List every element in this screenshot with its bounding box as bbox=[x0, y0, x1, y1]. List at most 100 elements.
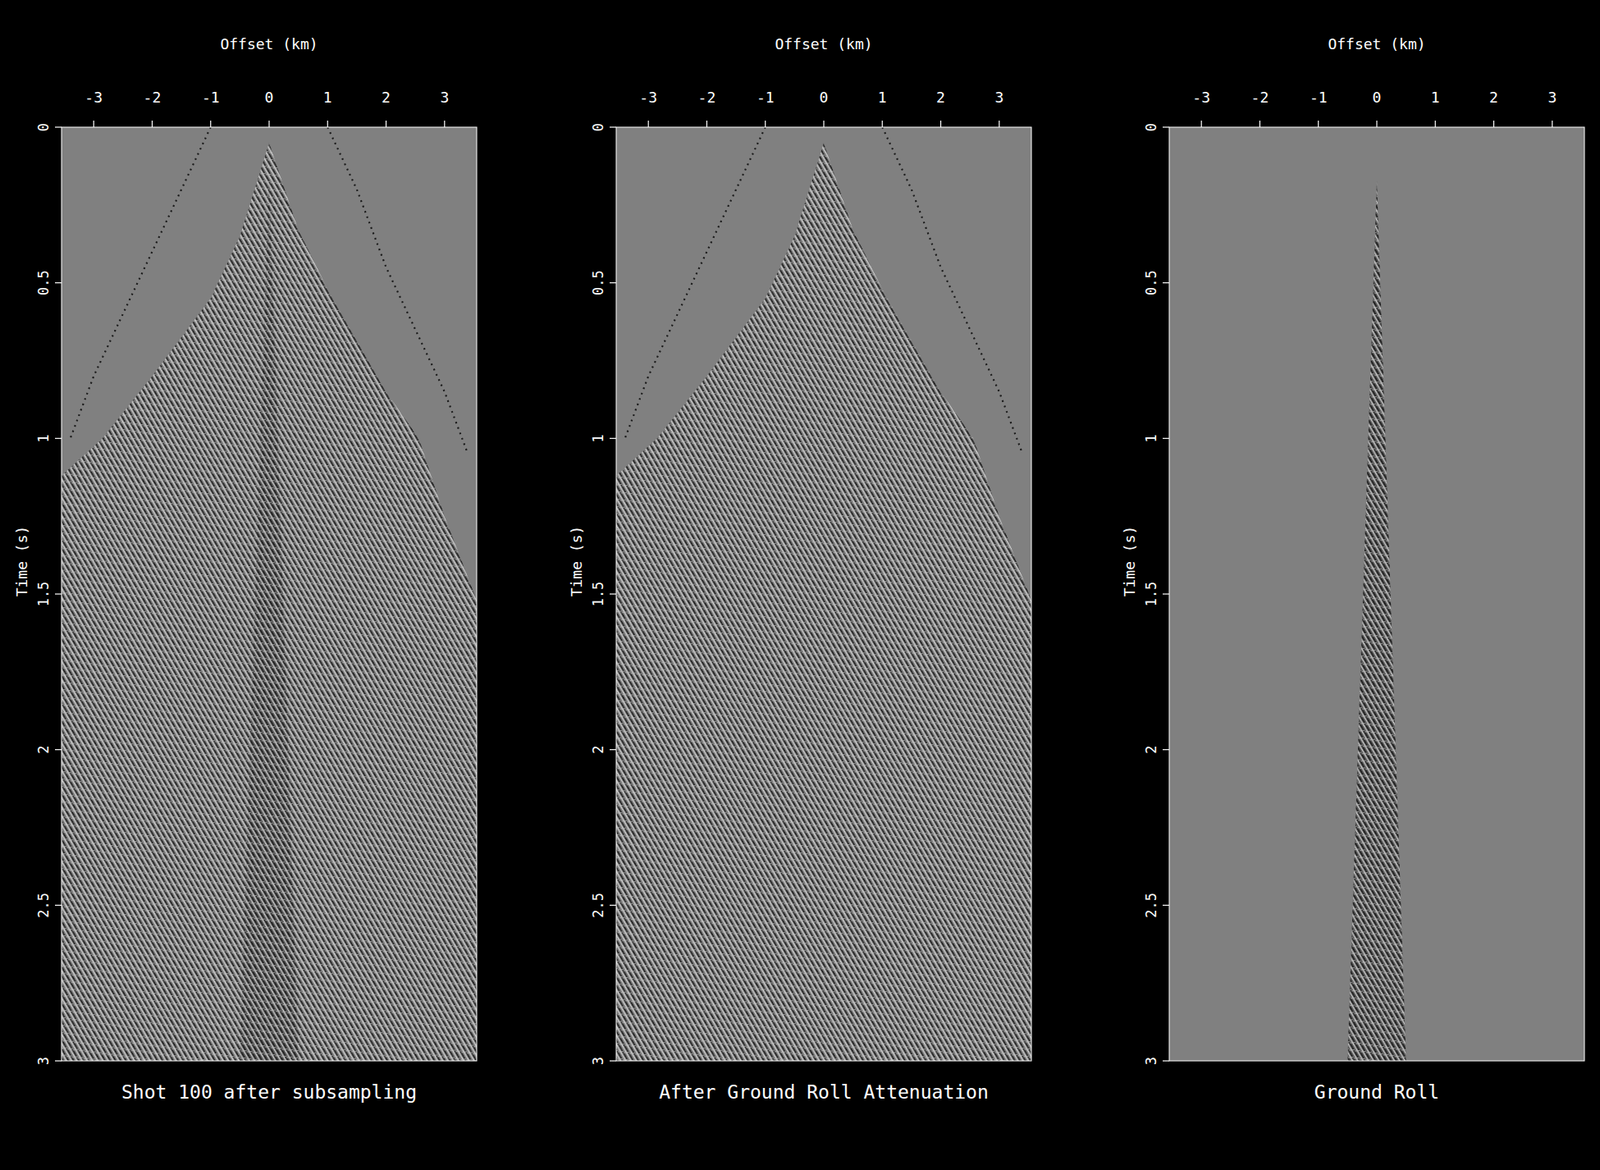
x-tick-label: -3 bbox=[84, 88, 103, 106]
y-tick-label: 2 bbox=[589, 745, 607, 755]
x-tick bbox=[1259, 120, 1261, 128]
y-tick-label: 3 bbox=[35, 1056, 52, 1066]
y-tick-label: 1 bbox=[35, 434, 52, 443]
x-axis-label: Offset (km) bbox=[219, 35, 318, 53]
x-tick bbox=[327, 120, 329, 128]
y-tick bbox=[609, 438, 617, 439]
y-axis-label: Time (s) bbox=[567, 525, 586, 598]
x-tick-label: -1 bbox=[201, 88, 220, 106]
x-tick-label: 2 bbox=[381, 88, 391, 106]
panel: -3-2-1012300.511.522.53Offset (km)Time (… bbox=[1120, 35, 1585, 1103]
y-tick bbox=[609, 905, 617, 906]
y-tick bbox=[54, 1060, 62, 1061]
x-tick bbox=[1493, 120, 1495, 128]
plot-area bbox=[61, 127, 477, 1061]
area-texture bbox=[1347, 179, 1406, 1061]
y-tick bbox=[1162, 1060, 1170, 1061]
x-tick bbox=[1376, 120, 1377, 128]
x-tick-label: 3 bbox=[994, 88, 1004, 106]
y-tick-label: 1 bbox=[589, 434, 607, 443]
x-tick bbox=[998, 120, 1000, 128]
x-tick bbox=[706, 120, 708, 128]
y-tick bbox=[54, 282, 62, 284]
y-tick bbox=[54, 126, 62, 128]
x-tick-label: -3 bbox=[1192, 88, 1211, 106]
x-axis-label: Offset (km) bbox=[1327, 35, 1426, 53]
x-tick bbox=[93, 120, 95, 128]
y-tick-label: 2 bbox=[35, 745, 52, 755]
x-tick bbox=[1317, 120, 1319, 128]
plot-area bbox=[1169, 127, 1585, 1061]
area-texture bbox=[61, 142, 477, 1061]
plot-area bbox=[616, 127, 1032, 1061]
line bbox=[70, 127, 211, 439]
y-tick bbox=[609, 749, 617, 750]
plot-frame bbox=[61, 127, 477, 1061]
x-tick bbox=[385, 120, 387, 128]
x-tick-label: 1 bbox=[1430, 88, 1440, 106]
y-tick-label: 1 bbox=[1142, 434, 1160, 443]
panel: -3-2-1012300.511.522.53Offset (km)Time (… bbox=[567, 35, 1032, 1103]
x-tick-label: -1 bbox=[1309, 88, 1328, 106]
y-tick bbox=[1162, 438, 1170, 439]
y-tick-label: 0.5 bbox=[1142, 269, 1160, 296]
x-tick-label: 1 bbox=[877, 88, 887, 106]
x-tick-label: 3 bbox=[1547, 88, 1557, 106]
x-tick-label: -1 bbox=[756, 88, 775, 106]
line bbox=[882, 127, 1023, 454]
title: Ground Roll bbox=[1314, 1081, 1440, 1103]
x-tick bbox=[151, 120, 153, 128]
x-tick bbox=[940, 120, 942, 128]
y-tick bbox=[1162, 905, 1170, 906]
area-fill bbox=[1347, 179, 1406, 1061]
x-tick-label: 1 bbox=[323, 88, 333, 106]
y-tick-label: 1.5 bbox=[1142, 581, 1160, 608]
y-tick-label: 1.5 bbox=[589, 581, 607, 608]
y-tick-label: 1.5 bbox=[35, 581, 52, 608]
y-tick-label: 0.5 bbox=[35, 269, 52, 296]
x-tick bbox=[1551, 120, 1553, 128]
panel: -3 -2 -1 0 1 2 3 0 0.5 1 1.5 2 2.5 3 Offset (km) Time (… bbox=[13, 35, 477, 1103]
y-tick-label: 0 bbox=[1142, 123, 1160, 132]
x-tick-label: -2 bbox=[698, 88, 717, 106]
x-tick bbox=[648, 120, 650, 128]
x-tick bbox=[822, 120, 824, 128]
x-tick-label: -2 bbox=[143, 88, 162, 106]
title: After Ground Roll Attenuation bbox=[658, 1081, 989, 1103]
x-tick-label: 0 bbox=[265, 88, 275, 106]
title: Shot 100 after subsampling bbox=[121, 1081, 417, 1103]
y-tick-label: 0.5 bbox=[589, 269, 607, 296]
y-axis-label: Time (s) bbox=[13, 525, 31, 598]
y-tick-label: 3 bbox=[1142, 1056, 1160, 1066]
background bbox=[0, 0, 1600, 1170]
y-tick bbox=[1162, 282, 1170, 284]
x-tick-label: 0 bbox=[819, 88, 829, 106]
data-layer bbox=[1347, 179, 1406, 1061]
data-layer bbox=[616, 127, 1032, 1061]
area-fill bbox=[616, 142, 1032, 1061]
y-tick-label: 2.5 bbox=[1142, 892, 1160, 919]
plot-frame bbox=[1169, 127, 1585, 1061]
y-axis-label: Time (s) bbox=[1120, 525, 1139, 598]
y-tick bbox=[54, 593, 62, 595]
x-tick-label: 3 bbox=[439, 88, 449, 106]
area-fill bbox=[61, 142, 477, 1061]
y-tick bbox=[54, 905, 62, 906]
y-tick bbox=[54, 438, 62, 439]
x-tick bbox=[210, 120, 211, 128]
x-tick bbox=[268, 120, 270, 128]
y-tick-label: 0 bbox=[589, 123, 607, 132]
y-tick-label: 0 bbox=[35, 123, 52, 132]
data-layer bbox=[61, 127, 477, 1061]
x-tick-label: 2 bbox=[1489, 88, 1499, 106]
x-tick bbox=[764, 120, 766, 128]
y-tick-label: 2.5 bbox=[35, 892, 52, 919]
y-tick-label: 2 bbox=[1142, 745, 1160, 755]
x-tick bbox=[882, 120, 883, 128]
line bbox=[327, 127, 468, 454]
area-texture bbox=[616, 142, 1032, 1061]
x-tick-label: 2 bbox=[936, 88, 946, 106]
line bbox=[625, 127, 766, 439]
x-tick bbox=[443, 120, 445, 128]
area-fill bbox=[239, 179, 298, 1061]
